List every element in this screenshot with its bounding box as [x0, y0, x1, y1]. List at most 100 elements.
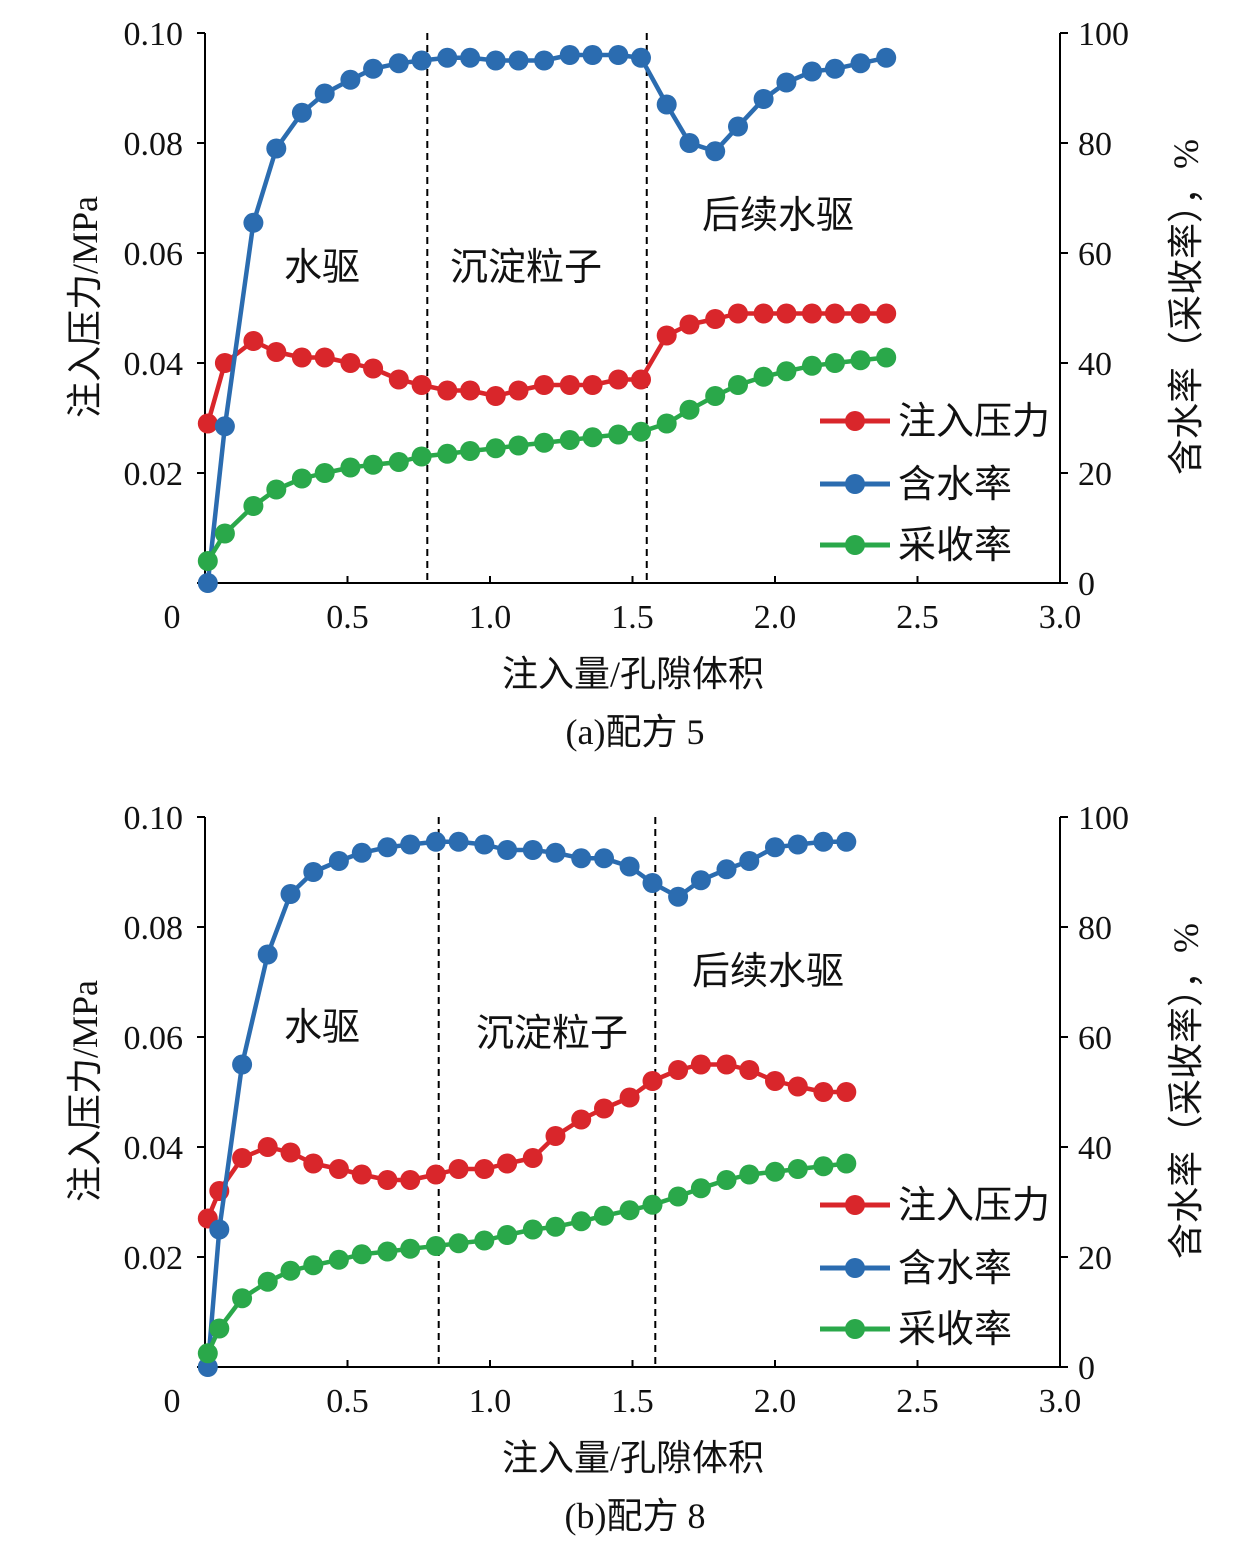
- data-point-recovery: [388, 452, 409, 472]
- data-point-recovery: [363, 454, 384, 475]
- data-point-recovery: [328, 1249, 349, 1270]
- data-point-pressure: [787, 1076, 808, 1097]
- data-point-pressure: [425, 1164, 446, 1185]
- data-point-water-cut: [876, 47, 897, 68]
- data-point-water-cut: [497, 840, 518, 860]
- series-line-recovery: [205, 1161, 847, 1355]
- data-point-recovery: [448, 1233, 469, 1254]
- series-recovery: [197, 1153, 857, 1364]
- data-point-pressure: [690, 1054, 711, 1075]
- data-point-water-cut: [690, 870, 711, 891]
- data-point-pressure: [377, 1170, 398, 1190]
- y-left-tick-label: 0.04: [124, 1130, 184, 1167]
- data-point-recovery: [497, 1225, 518, 1245]
- x-tick-label: 1.0: [469, 599, 512, 636]
- data-point-water-cut: [197, 1357, 218, 1377]
- data-point-pressure: [522, 1148, 543, 1168]
- data-point-water-cut: [656, 94, 677, 115]
- data-point-pressure: [668, 1060, 689, 1080]
- region-label-particles: 沉淀粒子: [476, 1013, 628, 1055]
- legend-marker-pressure: [845, 1195, 865, 1215]
- data-point-pressure: [314, 347, 335, 368]
- y-left-tick-label: 0.02: [124, 1240, 184, 1277]
- data-point-pressure: [739, 1060, 760, 1080]
- region-label-water-flood: 水驱: [284, 1007, 360, 1049]
- data-point-recovery: [619, 1200, 640, 1221]
- data-point-recovery: [400, 1238, 421, 1259]
- data-point-water-cut: [608, 45, 629, 65]
- data-point-pressure: [705, 309, 726, 329]
- data-point-recovery: [571, 1211, 592, 1232]
- region-label-water-flood: 水驱: [284, 247, 360, 289]
- x-tick-label: 0: [164, 599, 181, 636]
- data-point-water-cut: [474, 834, 495, 855]
- plot-area: 0 0.5 1.0 1.5 2.0 2.5 3.0 0.02 0.04 0.06 0.08 0.10 0…: [124, 16, 1130, 636]
- y-right-tick-label: 20: [1078, 456, 1112, 493]
- legend-label-water-cut: 含水率: [898, 1248, 1012, 1290]
- data-point-pressure: [448, 1159, 469, 1179]
- data-point-water-cut: [545, 842, 566, 863]
- data-point-pressure: [802, 303, 822, 324]
- data-point-water-cut: [824, 58, 845, 79]
- data-point-water-cut: [559, 45, 580, 65]
- legend-marker-water-cut: [845, 474, 865, 494]
- data-point-recovery: [508, 435, 529, 456]
- data-point-water-cut: [522, 840, 543, 860]
- data-point-water-cut: [776, 72, 797, 93]
- data-point-water-cut: [679, 133, 700, 153]
- legend-label-recovery: 采收率: [898, 525, 1012, 567]
- data-point-pressure: [753, 303, 774, 324]
- data-point-pressure: [850, 303, 871, 324]
- data-point-water-cut: [765, 837, 785, 858]
- legend-label-recovery: 采收率: [898, 1309, 1012, 1351]
- data-point-recovery: [679, 399, 700, 420]
- data-point-water-cut: [787, 834, 808, 855]
- data-point-recovery: [642, 1194, 663, 1215]
- series-line-water-cut: [205, 839, 847, 1368]
- data-point-recovery: [209, 1318, 230, 1339]
- y-right-tick-label: 100: [1078, 800, 1129, 837]
- data-point-water-cut: [594, 848, 614, 869]
- data-point-pressure: [266, 342, 287, 362]
- legend-marker-recovery: [845, 535, 865, 555]
- data-point-recovery: [876, 347, 897, 368]
- data-point-recovery: [545, 1216, 566, 1237]
- data-point-recovery: [437, 443, 458, 464]
- data-point-water-cut: [411, 50, 432, 71]
- data-point-recovery: [243, 496, 264, 516]
- region-label-particles: 沉淀粒子: [450, 247, 602, 289]
- data-point-pressure: [559, 375, 580, 395]
- data-point-pressure: [303, 1153, 324, 1174]
- data-point-recovery: [257, 1271, 278, 1292]
- data-point-pressure: [534, 375, 555, 395]
- y-left-tick-label: 0.10: [124, 800, 184, 837]
- data-point-recovery: [582, 427, 603, 448]
- data-point-pressure: [437, 380, 458, 401]
- legend: 注入压力 含水率 采收率: [820, 401, 1050, 567]
- y-axis-right-title: 含水率（采收率），%: [1166, 139, 1206, 475]
- chart-b: 0 0.5 1.0 1.5 2.0 2.5 3.0 0.02 0.04 0.06 0.08 0.10 0…: [65, 800, 1206, 1536]
- data-point-pressure: [328, 1159, 349, 1179]
- data-point-recovery: [534, 432, 555, 453]
- data-point-pressure: [813, 1082, 834, 1102]
- y-axis-left-title: 注入压力/MPa: [65, 980, 105, 1202]
- data-point-pressure: [363, 358, 384, 379]
- legend-label-pressure: 注入压力: [898, 1185, 1050, 1227]
- data-point-recovery: [197, 1343, 218, 1364]
- legend-label-pressure: 注入压力: [898, 401, 1050, 443]
- data-point-pressure: [232, 1148, 253, 1168]
- legend: 注入压力 含水率 采收率: [820, 1185, 1050, 1351]
- data-point-pressure: [608, 369, 629, 390]
- data-point-pressure: [485, 386, 506, 406]
- legend-marker-pressure: [845, 411, 865, 431]
- chart-caption: (a)配方 5: [566, 712, 705, 752]
- data-point-recovery: [474, 1230, 495, 1251]
- data-point-water-cut: [836, 831, 857, 852]
- y-right-tick-label: 80: [1078, 126, 1112, 163]
- data-point-recovery: [280, 1260, 301, 1281]
- data-point-recovery: [522, 1219, 543, 1240]
- chart-caption: (b)配方 8: [565, 1496, 706, 1536]
- y-left-tick-label: 0.08: [124, 910, 184, 947]
- data-point-water-cut: [291, 102, 312, 123]
- data-point-water-cut: [802, 61, 822, 82]
